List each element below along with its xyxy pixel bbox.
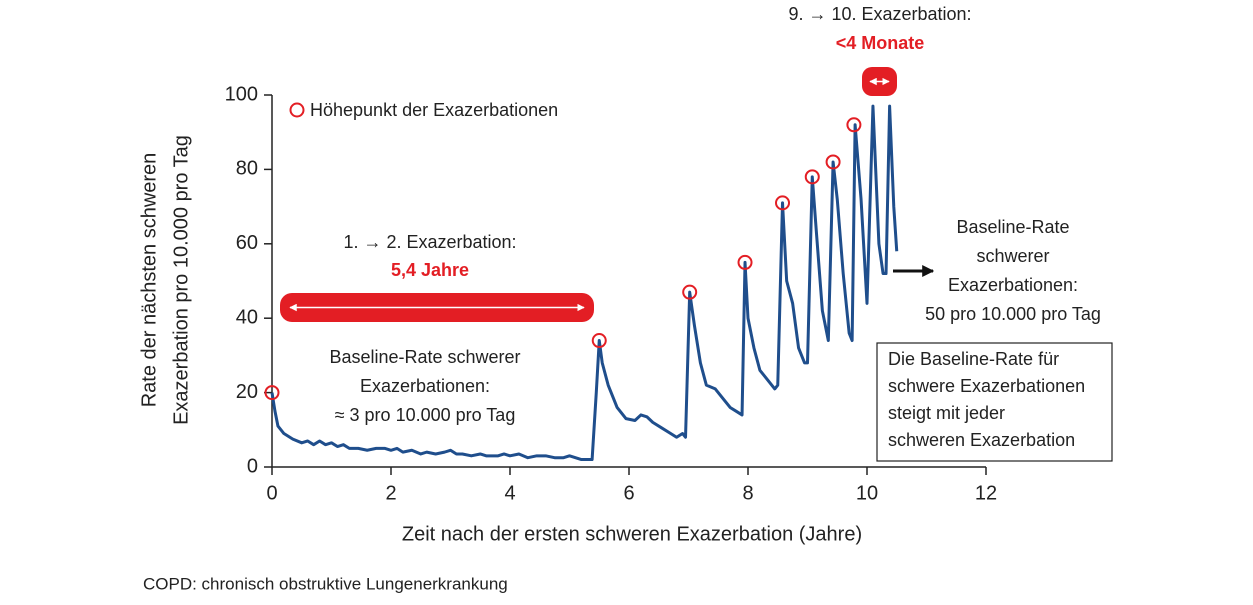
annotation: 50 pro 10.000 pro Tag <box>925 304 1101 324</box>
peak-marker <box>737 254 753 270</box>
x-tick-label: 4 <box>504 482 515 504</box>
annotation: 1. → 2. Exazerbation: <box>343 232 516 252</box>
y-tick-label: 20 <box>236 381 258 403</box>
annotation: schweren Exazerbation <box>888 430 1075 450</box>
annotation: 9. → 10. Exazerbation: <box>788 4 971 24</box>
x-tick-label: 12 <box>975 482 997 504</box>
annotation: steigt mit jeder <box>888 403 1005 423</box>
line <box>270 104 899 462</box>
footnote: COPD: chronisch obstruktive Lungenerkran… <box>143 574 508 593</box>
annotation-emphasis: <4 Monate <box>836 33 925 53</box>
y-tick-label: 60 <box>236 232 258 254</box>
annotation: Die Baseline-Rate für <box>888 349 1059 369</box>
x-tick-label: 0 <box>266 482 277 504</box>
annotation: Exazerbationen: <box>948 275 1078 295</box>
legend-label: Höhepunkt der Exazerbationen <box>310 100 558 120</box>
y-axis-label: Rate der nächsten schweren <box>138 153 160 408</box>
peak-marker <box>264 385 280 401</box>
y-tick-label: 100 <box>225 83 258 105</box>
x-tick-label: 8 <box>742 482 753 504</box>
annotation: Baseline-Rate <box>956 217 1069 237</box>
note-box <box>876 342 1113 462</box>
annotation-emphasis: 5,4 Jahre <box>391 260 469 280</box>
y-tick-label: 40 <box>236 306 258 328</box>
peak-marker <box>682 284 698 300</box>
annotation: Baseline-Rate schwerer <box>329 347 520 367</box>
peak-marker <box>846 117 862 133</box>
annotation: ≈ 3 pro 10.000 pro Tag <box>335 405 516 425</box>
x-tick-label: 10 <box>856 482 878 504</box>
peak-marker <box>775 195 791 211</box>
x-axis-label: Zeit nach der ersten schweren Exazerbati… <box>402 523 862 545</box>
x-tick-label: 2 <box>385 482 396 504</box>
peak-marker <box>804 169 820 185</box>
y-tick-label: 80 <box>236 158 258 180</box>
peak-marker <box>591 333 607 349</box>
annotation: Exazerbationen: <box>360 376 490 396</box>
legend-marker <box>289 102 305 118</box>
peak-marker <box>825 154 841 170</box>
y-tick-label: 0 <box>247 455 258 477</box>
x-tick-label: 6 <box>623 482 634 504</box>
y-axis-label: Exazerbation pro 10.000 pro Tag <box>170 135 192 425</box>
annotation: schwere Exazerbationen <box>888 376 1085 396</box>
annotation: schwerer <box>976 246 1049 266</box>
